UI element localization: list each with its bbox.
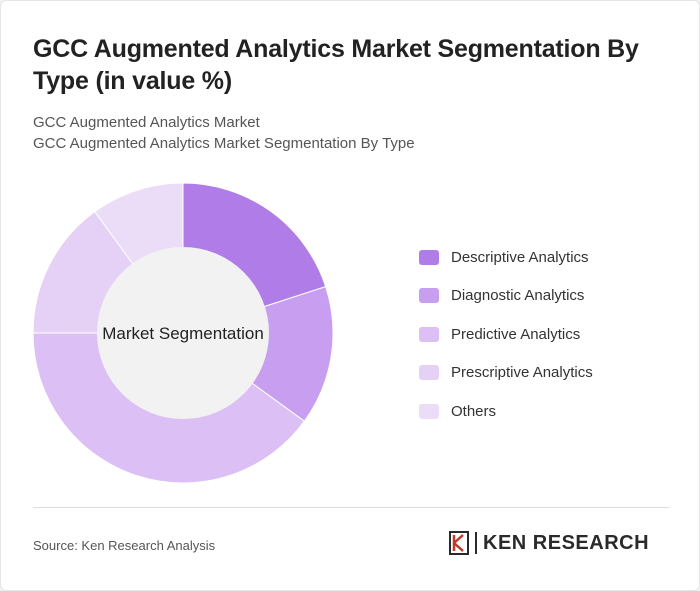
chart-legend: Descriptive Analytics Diagnostic Analytic… [419, 247, 593, 440]
legend-swatch [419, 288, 439, 303]
chart-subtitle-market: GCC Augmented Analytics Market [33, 114, 260, 131]
legend-swatch [419, 403, 439, 419]
chart-title: GCC Augmented Analytics Market Segmentat… [33, 35, 639, 95]
legend-item-diagnostic-analytics: Diagnostic Analytics [419, 286, 593, 306]
donut-center-label: Market Segmentation [102, 324, 264, 343]
legend-item-prescriptive-analytics: Prescriptive Analytics [419, 363, 593, 383]
legend-label: Predictive Analytics [451, 325, 581, 343]
legend-swatch [419, 365, 439, 380]
source-note: Source: Ken Research Analysis [33, 538, 216, 553]
footer-divider [33, 507, 669, 508]
logo-separator [475, 532, 477, 554]
ken-research-logo: KEN RESEARCH [449, 531, 649, 555]
legend-label: Diagnostic Analytics [451, 287, 585, 304]
legend-label: Descriptive Analytics [451, 248, 589, 266]
legend-item-others: Others [419, 401, 593, 421]
legend-swatch [419, 326, 439, 342]
legend-label: Others [451, 402, 497, 420]
donut-hole [97, 247, 269, 419]
ken-research-logo-icon [449, 531, 469, 555]
legend-item-descriptive-analytics: Descriptive Analytics [419, 247, 593, 267]
donut-chart: Market Segmentation [32, 182, 334, 484]
legend-label: Prescriptive Analytics [451, 364, 593, 381]
logo-wordmark: KEN RESEARCH [483, 531, 650, 554]
legend-item-predictive-analytics: Predictive Analytics [419, 324, 593, 344]
legend-swatch [419, 249, 439, 265]
chart-subtitle-segmentation: GCC Augmented Analytics Market Segmentat… [33, 135, 415, 152]
